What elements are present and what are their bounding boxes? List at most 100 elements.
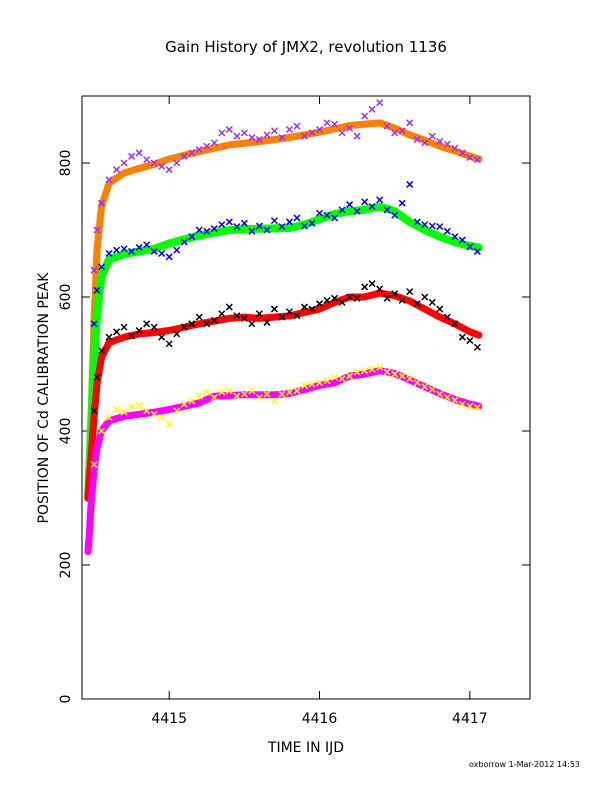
data-point — [331, 120, 339, 128]
data-point — [413, 218, 421, 226]
x-tick-label: 4416 — [302, 711, 338, 727]
data-point — [113, 166, 121, 174]
data-point — [353, 294, 361, 302]
data-point — [436, 223, 444, 231]
data-point — [443, 393, 451, 402]
data-point — [293, 122, 301, 130]
data-point — [128, 403, 136, 411]
x-tick-label: 4415 — [151, 711, 187, 727]
data-point — [421, 139, 429, 147]
data-point — [165, 253, 173, 261]
data-point — [180, 238, 188, 246]
data-point — [421, 221, 429, 229]
data-point — [346, 372, 354, 380]
data-point — [421, 383, 429, 391]
x-axis-label: TIME IN IJD — [267, 740, 344, 756]
y-tick-label: 600 — [58, 284, 74, 311]
data-point — [188, 320, 196, 328]
data-point — [391, 290, 399, 298]
data-point — [105, 414, 113, 422]
y-tick-label: 0 — [58, 695, 74, 704]
data-point — [443, 140, 451, 148]
data-point — [248, 134, 256, 142]
data-point — [158, 162, 166, 170]
data-point — [240, 390, 248, 398]
data-point — [195, 226, 203, 234]
data-point — [255, 222, 263, 230]
data-point — [173, 407, 181, 415]
data-point — [368, 280, 376, 288]
axis-ticks: 4415 4416 4417 0 200 400 600 800 — [58, 96, 530, 727]
data-point — [285, 218, 293, 226]
data-point — [383, 368, 391, 376]
data-point — [331, 373, 339, 381]
data-point — [263, 318, 271, 326]
data-point — [473, 247, 481, 255]
data-point — [93, 286, 101, 294]
data-point — [398, 127, 406, 135]
data-point — [353, 368, 361, 376]
data-point — [218, 388, 226, 396]
fit-curves — [84, 119, 483, 556]
y-axis-label: POSITION OF Cd CALIBRATION PEAK — [36, 272, 52, 524]
data-point — [466, 154, 474, 162]
data-point — [451, 320, 459, 328]
data-point — [398, 296, 406, 304]
data-point — [473, 343, 481, 351]
data-point — [466, 337, 474, 345]
data-point — [128, 332, 136, 340]
data-point — [158, 249, 166, 257]
data-point — [143, 320, 151, 328]
data-point — [173, 159, 181, 167]
data-point — [338, 375, 346, 383]
data-point — [436, 390, 444, 398]
data-point — [165, 420, 173, 428]
data-point — [346, 124, 354, 132]
data-point — [436, 138, 444, 146]
data-point — [323, 377, 331, 385]
data-point — [248, 320, 256, 328]
data-point — [240, 219, 248, 227]
data-point — [436, 305, 444, 313]
data-point — [225, 218, 233, 226]
data-point — [270, 305, 278, 313]
data-point — [293, 312, 301, 320]
data-point — [150, 410, 158, 418]
data-point — [98, 199, 106, 207]
data-point — [278, 134, 286, 142]
data-point — [195, 313, 203, 321]
data-point — [413, 379, 421, 387]
data-point — [300, 381, 309, 389]
data-point — [451, 233, 459, 241]
data-point — [353, 132, 361, 140]
data-point — [180, 323, 188, 331]
data-point — [203, 227, 211, 235]
data-point — [105, 249, 113, 257]
data-point — [323, 211, 331, 219]
data-point — [406, 180, 414, 188]
data-point — [473, 404, 481, 412]
data-point — [248, 227, 256, 235]
data-point — [285, 308, 293, 316]
data-point — [98, 263, 106, 271]
data-point — [135, 243, 143, 251]
data-point — [90, 460, 98, 469]
data-point — [128, 247, 136, 255]
data-point — [451, 144, 459, 152]
data-point — [120, 323, 128, 331]
data-point — [285, 125, 293, 134]
data-point — [443, 313, 451, 321]
data-point — [391, 129, 399, 137]
data-point — [233, 223, 241, 231]
data-point — [466, 243, 474, 251]
fit-line — [84, 367, 483, 556]
data-point — [458, 236, 466, 244]
data-point — [188, 233, 196, 241]
data-point — [346, 201, 354, 209]
data-point — [338, 129, 346, 137]
data-point — [120, 408, 128, 416]
data-point — [135, 149, 143, 157]
data-points — [90, 99, 481, 469]
data-point — [361, 367, 369, 375]
